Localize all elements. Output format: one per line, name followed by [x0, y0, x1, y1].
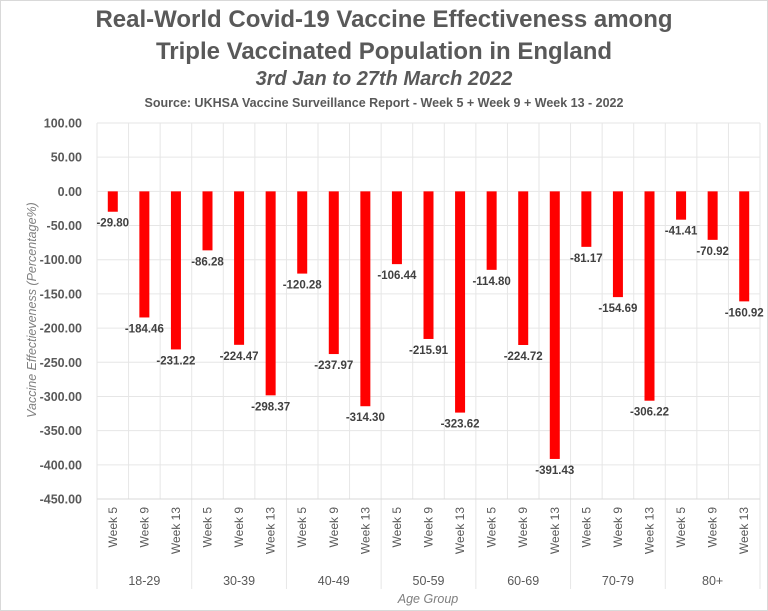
x-tick-label: Week 9: [137, 507, 151, 548]
data-label: -215.91: [409, 345, 449, 357]
x-tick-label: Week 13: [453, 507, 467, 554]
bar: [549, 191, 560, 459]
y-tick-label: 100.00: [44, 117, 82, 131]
x-tick-label: Week 13: [548, 507, 562, 554]
bar: [644, 191, 655, 401]
data-label: -224.72: [504, 351, 543, 363]
chart-source: Source: UKHSA Vaccine Surveillance Repor…: [144, 96, 624, 110]
x-tick-label: Week 13: [643, 507, 657, 554]
bar: [739, 191, 750, 302]
bar: [360, 191, 371, 407]
bar: [265, 191, 276, 396]
y-tick-label: -100.00: [40, 253, 82, 267]
data-label: -86.28: [191, 256, 224, 268]
x-group-label: 40-49: [318, 574, 350, 588]
data-label: -106.44: [377, 270, 417, 282]
data-label: -70.92: [696, 246, 729, 258]
x-group-label: 30-39: [223, 574, 255, 588]
chart-title-line2: Triple Vaccinated Population in England: [155, 38, 613, 65]
data-label: -114.80: [472, 276, 510, 288]
y-tick-label: -50.00: [47, 219, 82, 233]
data-label: -120.28: [283, 280, 323, 292]
data-label: -29.80: [96, 218, 129, 230]
data-label: -237.97: [314, 360, 353, 372]
y-tick-label: -400.00: [40, 458, 82, 472]
x-tick-label: Week 13: [737, 507, 751, 554]
x-tick-label: Week 5: [106, 507, 120, 548]
data-label: -314.30: [346, 412, 385, 424]
data-label: -184.46: [125, 323, 164, 335]
x-tick-label: Week 13: [358, 507, 372, 554]
x-tick-label: Week 5: [485, 507, 499, 548]
x-tick-label: Week 13: [169, 507, 183, 554]
data-label: -298.37: [251, 401, 290, 413]
bar: [202, 191, 213, 251]
x-axis-label: Age Group: [397, 592, 459, 606]
y-tick-label: -350.00: [40, 424, 82, 438]
x-group-label: 50-59: [413, 574, 445, 588]
x-tick-label: Week 9: [706, 507, 720, 548]
bar: [391, 191, 402, 265]
data-label: -323.62: [441, 419, 480, 431]
x-tick-label: Week 5: [579, 507, 593, 548]
bar: [612, 191, 623, 298]
y-tick-label: -300.00: [40, 390, 82, 404]
data-label: -231.22: [156, 355, 195, 367]
x-axis: Week 5 Week 9 Week 13 18-29 Week 5 Week 9 Week…: [96, 498, 761, 589]
x-tick-label: Week 9: [516, 507, 530, 548]
bar: [676, 191, 687, 220]
bar: [455, 191, 466, 413]
x-tick-label: Week 5: [674, 507, 688, 548]
chart-title: Real-World Covid-19 Vaccine Effectivenes…: [95, 6, 673, 33]
y-tick-label: 0.00: [58, 185, 82, 199]
x-tick-label: Week 5: [390, 507, 404, 548]
bars: [107, 191, 750, 459]
x-group-label: 70-79: [602, 574, 634, 588]
x-tick-label: Week 9: [422, 507, 436, 548]
x-group-label: 80+: [702, 574, 723, 588]
bar: [297, 191, 308, 274]
y-tick-label: -250.00: [40, 356, 82, 370]
data-label: -306.22: [630, 407, 669, 419]
y-tick-label: -200.00: [40, 322, 82, 336]
data-label: -391.43: [535, 465, 574, 477]
y-axis-ticks: 100.00 50.00 0.00 -50.00 -100.00 -150.00 -200.…: [40, 117, 82, 507]
data-label: -41.41: [665, 226, 698, 238]
x-tick-label: Week 9: [232, 507, 246, 548]
y-tick-label: 50.00: [51, 151, 82, 165]
bar: [234, 191, 245, 345]
bar: [423, 191, 434, 339]
data-label: -160.92: [725, 307, 764, 319]
data-labels: -29.80 -184.46 -231.22 -86.28 -224.47 -298.37…: [96, 218, 763, 477]
bar: [170, 191, 181, 350]
y-tick-label: -150.00: [40, 287, 82, 301]
data-label: -81.17: [570, 253, 603, 265]
x-group-label: 60-69: [507, 574, 539, 588]
x-tick-label: Week 5: [295, 507, 309, 548]
data-label: -224.47: [220, 351, 259, 363]
y-tick-label: -450.00: [40, 493, 82, 507]
bar: [486, 191, 497, 270]
x-tick-label: Week 9: [327, 507, 341, 548]
chart-subtitle: 3rd Jan to 27th March 2022: [255, 68, 513, 90]
bar: [139, 191, 150, 318]
bar: [581, 191, 592, 247]
bar: [107, 191, 118, 212]
x-tick-label: Week 9: [611, 507, 625, 548]
x-group-label: 18-29: [128, 574, 160, 588]
bar: [328, 191, 339, 355]
x-tick-label: Week 13: [264, 507, 278, 554]
bar: [518, 191, 529, 345]
bar: [707, 191, 718, 240]
data-label: -154.69: [598, 303, 637, 315]
y-axis-label: Vaccine Effectieveness (Percentage%): [25, 202, 39, 418]
x-tick-label: Week 5: [201, 507, 215, 548]
